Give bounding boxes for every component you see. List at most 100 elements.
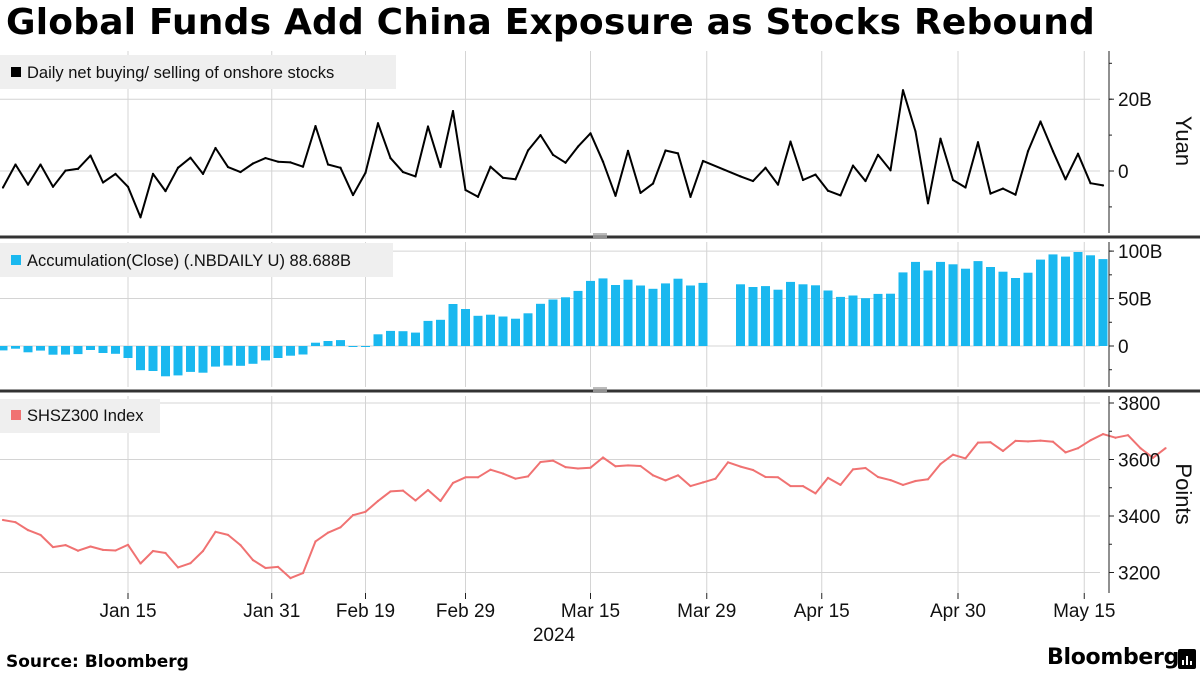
net-flow-point <box>1014 193 1017 196</box>
accumulation-bar <box>361 346 370 347</box>
accumulation-bar <box>123 346 133 358</box>
accumulation-bar <box>961 268 970 346</box>
accumulation-bar <box>798 284 808 346</box>
shsz300-point <box>826 476 830 479</box>
accumulation-bar <box>423 320 433 346</box>
net-flow-point <box>1076 152 1080 155</box>
shsz300-point <box>851 468 855 471</box>
accumulation-bar <box>636 285 645 346</box>
accumulation-bar <box>298 346 308 355</box>
shsz300-point <box>689 484 692 488</box>
shsz300-point <box>114 549 117 552</box>
legend-accum-swatch <box>11 255 21 265</box>
accumulation-bar <box>473 315 483 346</box>
net-flow-point <box>14 163 17 166</box>
net-flow-point <box>626 149 630 152</box>
legend-index[interactable]: SHSZ300 Index <box>0 399 160 433</box>
shsz300-point <box>414 499 417 502</box>
x-tick-label: May 15 <box>1053 601 1115 622</box>
net-flow-point <box>939 137 942 140</box>
accumulation-bar <box>1098 259 1108 346</box>
shsz300-point <box>514 477 517 480</box>
shsz300-point <box>701 481 705 484</box>
panel-divider-2[interactable] <box>0 387 1200 393</box>
accumulation-bar <box>486 314 495 346</box>
shsz300-point <box>739 465 742 468</box>
net-flow-point <box>739 175 742 178</box>
net-flow-point <box>64 169 67 172</box>
shsz300-point <box>139 562 142 565</box>
y-tick-label: 50B <box>1118 290 1152 311</box>
shsz300-point <box>476 476 480 479</box>
shsz300-point <box>876 475 880 479</box>
x-tick-label: Feb 29 <box>436 601 495 622</box>
accumulation-bar <box>973 261 983 346</box>
legend-index-bg <box>0 399 160 433</box>
net-flow-point <box>926 202 930 205</box>
net-flow-point <box>264 156 267 160</box>
shsz300-point <box>726 461 730 464</box>
accumulation-bar <box>173 346 183 376</box>
legend-accum[interactable]: Accumulation(Close) (.NBDAILY U) 88.688B <box>0 243 393 277</box>
net-flow-point <box>901 89 905 92</box>
accumulation-bar <box>936 261 945 346</box>
accumulation-bar <box>236 346 245 366</box>
shsz300-point <box>339 526 342 529</box>
shsz300-point <box>1014 439 1017 442</box>
accumulation-bar <box>198 346 208 373</box>
accumulation-bar <box>211 346 220 367</box>
accumulation-bar <box>786 281 795 346</box>
net-flow-point <box>1051 150 1055 153</box>
net-flow-point <box>801 178 805 182</box>
legend-net[interactable]: Daily net buying/ selling of onshore sto… <box>0 55 396 89</box>
shsz300-point <box>326 531 330 534</box>
y-tick-label: 3400 <box>1118 507 1160 528</box>
net-flow-point <box>976 141 980 144</box>
accumulation-bar <box>411 332 420 346</box>
accumulation-bar <box>1011 278 1020 346</box>
y-tick-label: 3600 <box>1118 451 1160 472</box>
accumulation-bar <box>873 293 883 346</box>
net-flow-point <box>539 134 542 137</box>
ylabel-yuan: Yuan <box>1171 116 1196 166</box>
net-flow-point <box>614 194 617 197</box>
accumulation-bar <box>111 346 120 354</box>
shsz300-point <box>576 467 580 470</box>
shsz300-point <box>451 481 455 485</box>
accumulation-bar <box>248 346 258 364</box>
net-flow-point <box>26 183 30 186</box>
shsz300-point <box>226 533 230 537</box>
accumulation-bar <box>623 279 633 346</box>
net-flow-point <box>339 166 342 169</box>
shsz300-point <box>439 499 442 503</box>
net-flow-point <box>676 152 680 155</box>
accumulation-bar <box>348 346 358 347</box>
x-tick-label: Mar 15 <box>561 601 620 622</box>
net-flow-point <box>601 160 605 163</box>
shsz300-point <box>101 548 105 552</box>
net-flow-point <box>476 195 480 198</box>
net-flow-point <box>51 185 55 188</box>
source-note: Source: Bloomberg <box>6 652 189 672</box>
net-flow-point <box>301 165 305 168</box>
net-flow-point <box>39 163 42 166</box>
accumulation-bar <box>773 289 783 346</box>
y-tick-label: 0 <box>1118 337 1129 358</box>
net-flow-point <box>826 189 830 192</box>
net-flow-point <box>151 172 155 175</box>
shsz300-point <box>639 464 642 468</box>
accumulation-bar <box>186 346 195 372</box>
accumulation-bar <box>598 278 608 346</box>
shsz300-point <box>901 483 905 487</box>
shsz300-point <box>914 479 917 483</box>
panel-divider-1[interactable] <box>0 233 1200 239</box>
shsz300-point <box>651 474 655 477</box>
net-flow-point <box>226 165 230 169</box>
shsz300-point <box>76 549 80 552</box>
net-flow-point <box>526 149 530 152</box>
shsz300-point <box>1101 432 1105 436</box>
net-flow-point <box>889 169 892 172</box>
shsz300-point <box>1001 449 1005 453</box>
net-flow-point <box>201 172 205 175</box>
shsz300-point <box>164 551 167 555</box>
